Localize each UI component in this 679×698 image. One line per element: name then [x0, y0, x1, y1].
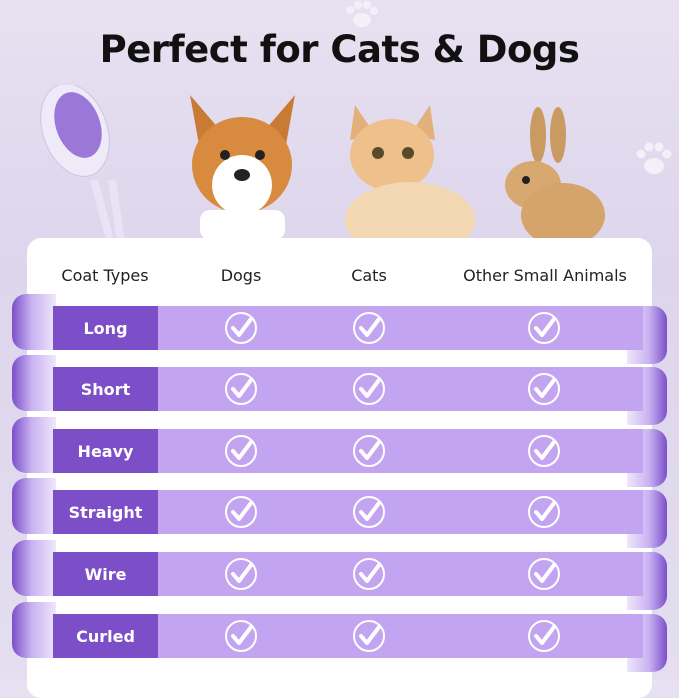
table-row: Short: [12, 355, 667, 425]
check-circle-icon: [353, 312, 385, 344]
coat-type-label: Straight: [53, 490, 158, 534]
table-row: Curled: [12, 602, 667, 672]
check-circle-icon: [353, 435, 385, 467]
cat-image: [345, 105, 475, 255]
check-circle-icon: [528, 373, 560, 405]
ribbon-curl-left: [12, 355, 56, 411]
ribbon-curl-left: [12, 417, 56, 473]
check-circle-icon: [225, 373, 257, 405]
table-row: Wire: [12, 540, 667, 610]
ribbon-curl-left: [12, 602, 56, 658]
rabbit-image: [505, 107, 605, 247]
check-circle-icon: [353, 496, 385, 528]
ribbon-curl-left: [12, 478, 56, 534]
table-row: Long: [12, 294, 667, 364]
check-circle-icon: [353, 373, 385, 405]
header-cats: Cats: [351, 266, 387, 285]
coat-type-label: Wire: [53, 552, 158, 596]
check-circle-icon: [353, 620, 385, 652]
coat-type-label: Long: [53, 306, 158, 350]
table-row: Straight: [12, 478, 667, 548]
header-dogs: Dogs: [220, 266, 262, 285]
corgi-dog-image: [190, 95, 295, 240]
header-other-small-animals: Other Small Animals: [463, 266, 627, 285]
check-circle-icon: [353, 558, 385, 590]
check-circle-icon: [528, 435, 560, 467]
check-circle-icon: [225, 558, 257, 590]
grooming-brush-image: [40, 85, 125, 240]
paw-icon: [636, 142, 672, 174]
header-coat-types: Coat Types: [61, 266, 149, 285]
check-circle-icon: [528, 496, 560, 528]
coat-type-label: Curled: [53, 614, 158, 658]
ribbon-curl-left: [12, 294, 56, 350]
table-row: Heavy: [12, 417, 667, 487]
check-circle-icon: [528, 620, 560, 652]
check-circle-icon: [528, 558, 560, 590]
coat-type-label: Heavy: [53, 429, 158, 473]
ribbon-curl-left: [12, 540, 56, 596]
check-circle-icon: [528, 312, 560, 344]
check-circle-icon: [225, 496, 257, 528]
page-title: Perfect for Cats & Dogs: [99, 28, 580, 71]
check-circle-icon: [225, 620, 257, 652]
coat-type-label: Short: [53, 367, 158, 411]
check-circle-icon: [225, 435, 257, 467]
check-circle-icon: [225, 312, 257, 344]
paw-icon: [346, 1, 378, 27]
